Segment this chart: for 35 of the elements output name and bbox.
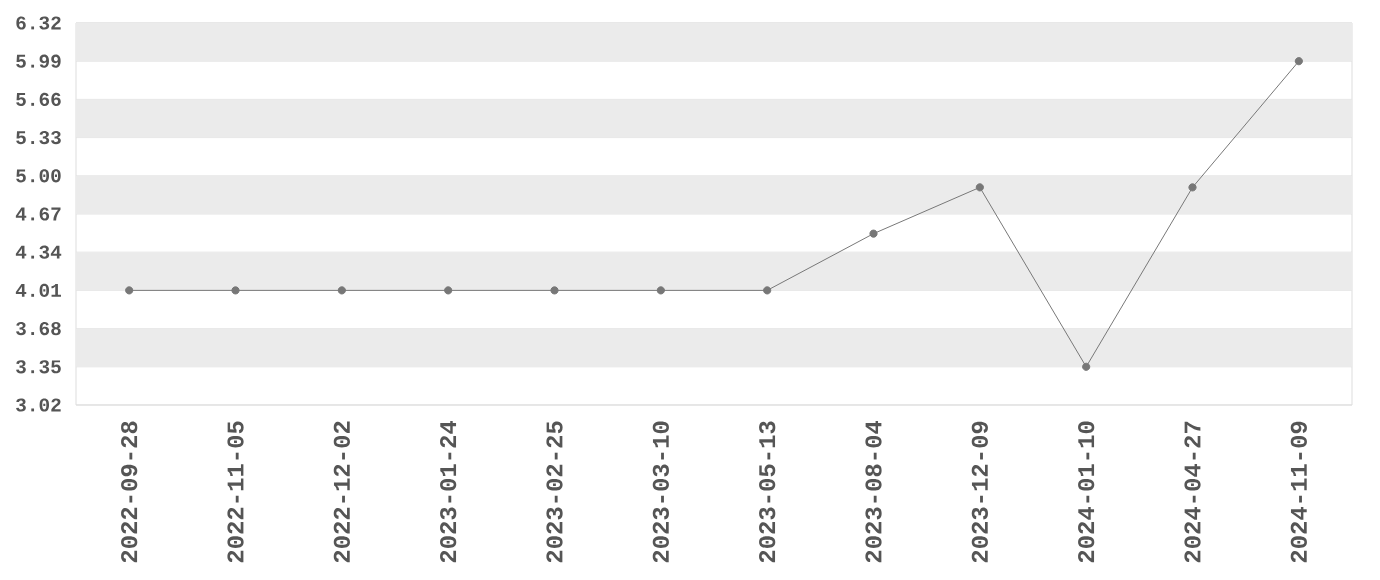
x-tick-label: 2024-04-27 (1184, 421, 1201, 563)
x-tick-label: 2024-01-10 (1078, 421, 1095, 563)
y-tick-label: 3.68 (16, 321, 61, 336)
y-tick-label: 5.66 (16, 92, 61, 106)
y-tick-label: 3.02 (16, 398, 61, 412)
y-tick-label: 5.00 (16, 169, 61, 183)
x-tick-label: 2022-11-05 (227, 421, 244, 563)
point (125, 286, 134, 295)
x-tick-label: 2022-09-28 (121, 421, 138, 563)
y-tick-label: 4.34 (15, 245, 62, 259)
point (337, 286, 346, 295)
point (763, 286, 772, 295)
y-tick-label: 6.32 (16, 16, 61, 30)
x-tick-label: 2023-02-25 (546, 421, 563, 563)
x-tick-label: 2023-01-24 (440, 420, 457, 563)
y-tick-label: 4.67 (15, 207, 61, 221)
point (975, 183, 984, 192)
x-tick-label: 2023-03-10 (652, 421, 669, 563)
x-tick-label: 2023-08-04 (865, 420, 882, 563)
y-tick-label: 3.35 (16, 360, 61, 374)
point (1082, 362, 1091, 371)
x-tick-label: 2022-12-02 (333, 421, 350, 563)
point (444, 286, 453, 295)
y-tick-label: 4.01 (15, 283, 61, 297)
point (550, 286, 559, 295)
y-tick-label: 5.99 (16, 54, 61, 68)
point (1294, 57, 1303, 66)
x-tick-label: 2023-12-09 (971, 421, 988, 563)
point (656, 286, 665, 295)
point (1188, 183, 1197, 192)
y-tick-label: 5.33 (16, 130, 61, 145)
x-tick-label: 2023-05-13 (759, 421, 776, 563)
point (231, 286, 240, 295)
point (869, 229, 878, 238)
x-tick-label: 2024-11-09 (1290, 421, 1307, 563)
